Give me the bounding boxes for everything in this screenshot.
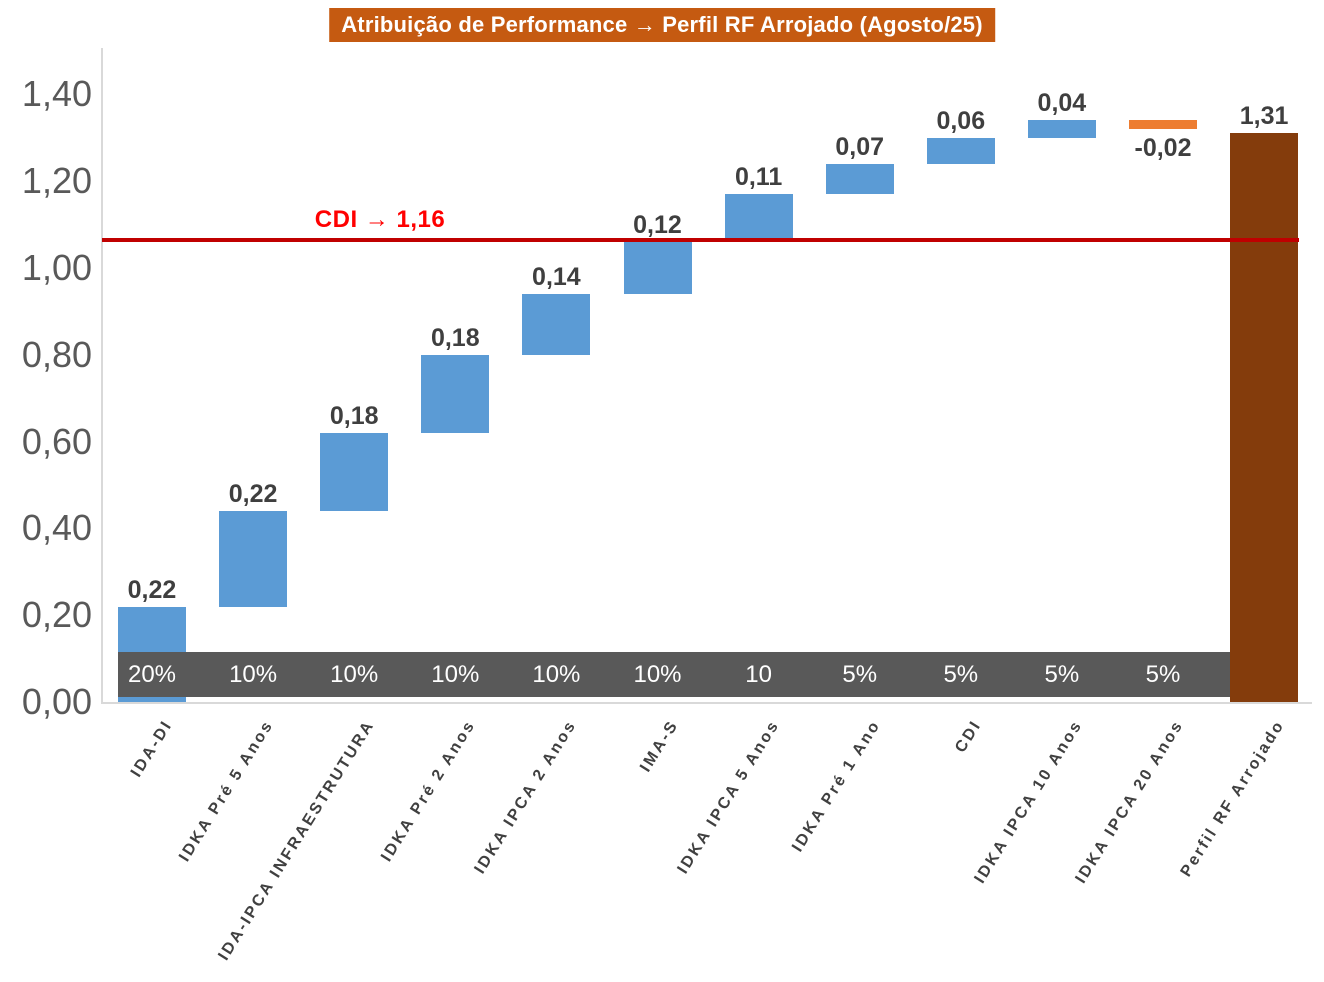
x-axis-label: IMA-S — [636, 717, 682, 776]
weight-label: 5% — [1145, 661, 1181, 688]
bar-value-label: 0,11 — [734, 163, 783, 192]
waterfall-bar — [320, 432, 389, 512]
y-axis-tick-label: 1,20 — [21, 160, 92, 202]
bar-value-label: 0,22 — [127, 575, 177, 604]
bar-value-label: 0,22 — [228, 480, 278, 509]
y-axis-tick-label: 0,60 — [21, 420, 92, 462]
waterfall-bar — [1129, 120, 1197, 130]
x-axis-label: IDKA Pré 1 Ano — [788, 717, 884, 856]
x-axis-label: CDI — [951, 717, 985, 756]
y-axis-tick-label: 1,00 — [21, 247, 92, 288]
weight-label: 10% — [229, 661, 278, 688]
bar-value-label: 0,12 — [633, 210, 682, 239]
y-axis-tick-label: 0,20 — [21, 594, 92, 636]
x-axis-label: IDKA IPCA 2 Anos — [471, 717, 581, 877]
x-axis-label: Perfil RF Arrojado — [1177, 717, 1289, 880]
bar-value-label: 1,31 — [1239, 102, 1289, 131]
waterfall-bar — [522, 294, 591, 355]
weights-band — [118, 652, 1230, 697]
y-axis-line — [101, 48, 103, 704]
y-axis-tick-label: 1,40 — [21, 73, 92, 115]
waterfall-bar — [1230, 133, 1299, 702]
waterfall-chart: Atribuição de Performance → Perfil RF Ar… — [21, 8, 1312, 964]
weight-label: 10% — [532, 661, 581, 688]
x-axis-line — [101, 702, 1312, 704]
x-axis-label: IDKA IPCA 10 Anos — [971, 717, 1087, 887]
bar-value-label: 0,07 — [835, 132, 885, 161]
waterfall-bar — [623, 241, 692, 295]
chart-title: Atribuição de Performance → Perfil RF Ar… — [329, 8, 995, 42]
x-axis-label: IDKA IPCA 5 Anos — [674, 717, 783, 877]
y-axis-tick-label: 0,40 — [21, 507, 92, 549]
weight-label: 10% — [431, 661, 480, 688]
weight-label: 10% — [633, 661, 682, 688]
weight-label: 5% — [1044, 661, 1080, 688]
bar-value-label: 0,18 — [430, 323, 480, 352]
weight-label: 5% — [943, 661, 979, 688]
weight-label: 10% — [330, 661, 379, 688]
bar-value-label: -0,02 — [1134, 134, 1192, 163]
x-axis-label: IDA-DI — [127, 717, 177, 781]
bar-value-label: 0,06 — [936, 106, 986, 135]
x-axis-label: IDKA IPCA 20 Anos — [1072, 717, 1188, 887]
weight-label: 20% — [127, 661, 177, 688]
waterfall-bar — [926, 137, 995, 164]
waterfall-bar — [724, 194, 793, 242]
waterfall-bar — [219, 511, 288, 607]
y-axis-tick-label: 0,00 — [21, 681, 92, 722]
bar-value-label: 0,14 — [532, 263, 581, 292]
waterfall-bar — [1027, 120, 1096, 138]
waterfall-bar — [421, 354, 490, 433]
y-axis-tick-label: 0,80 — [21, 333, 92, 375]
x-axis-label: IDA-IPCA INFRAESTRUTURA — [215, 717, 379, 964]
bar-value-label: 0,18 — [329, 401, 379, 430]
x-axis-label: IDKA Pré 2 Anos — [378, 717, 480, 865]
bar-value-label: 0,04 — [1037, 89, 1087, 118]
cdi-line-label: CDI → 1,16 — [314, 206, 446, 233]
weight-label: 10 — [745, 661, 772, 688]
cdi-reference-line — [102, 237, 1299, 242]
x-axis-label: IDKA Pré 5 Anos — [176, 717, 278, 865]
waterfall-bar — [825, 163, 894, 195]
weight-label: 5% — [842, 661, 878, 688]
